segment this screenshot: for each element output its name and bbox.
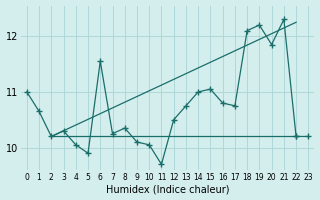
X-axis label: Humidex (Indice chaleur): Humidex (Indice chaleur) (106, 184, 229, 194)
